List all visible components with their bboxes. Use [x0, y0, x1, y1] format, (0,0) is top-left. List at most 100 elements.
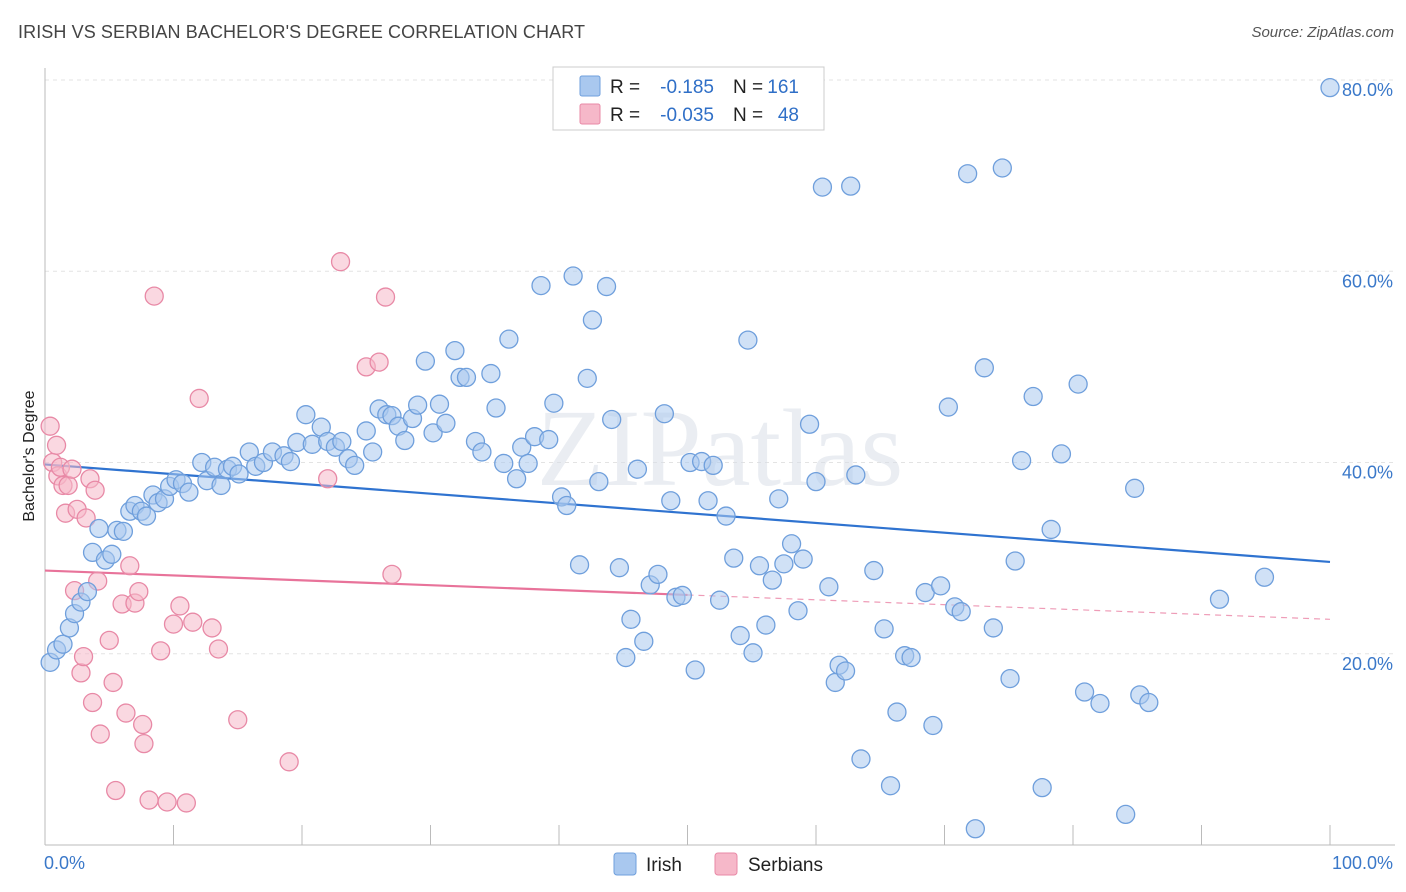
legend-r-label: R = [610, 105, 640, 126]
irish-point [1320, 78, 1340, 98]
serbians-point [106, 780, 126, 801]
irish-point [730, 625, 750, 646]
serbians-point [183, 612, 203, 632]
serbians-point [176, 793, 197, 813]
irish-point [634, 631, 654, 651]
serbians-point [82, 692, 103, 713]
irish-point [77, 581, 98, 602]
irish-point [229, 464, 249, 484]
irish-point [445, 340, 465, 361]
irish-point [938, 397, 959, 417]
y-tick-labels: 20.0% 40.0% 60.0% 80.0% [1342, 80, 1393, 674]
irish-point [211, 475, 231, 496]
serbians-point [134, 733, 154, 754]
serbians-point [120, 556, 140, 576]
legend-swatch-serbians [714, 852, 738, 876]
irish-point [456, 367, 477, 388]
irish-point [974, 358, 994, 378]
irish-point [102, 544, 122, 564]
irish-point [738, 330, 758, 350]
irish-point [769, 489, 789, 509]
irish-point [539, 429, 559, 450]
irish-point [951, 602, 971, 622]
serbians-point [369, 352, 389, 372]
legend-r-value: -0.185 [660, 77, 714, 98]
legend-n-value: 161 [767, 77, 799, 98]
source-label: Source: ZipAtlas.com [1251, 24, 1394, 41]
irish-point [332, 431, 352, 452]
irish-point [345, 455, 365, 476]
irish-point [709, 590, 730, 610]
irish-point [499, 329, 519, 349]
irish-point [531, 275, 551, 296]
irish-point [1254, 567, 1275, 587]
serbians-point [163, 614, 184, 634]
serbians-point [62, 459, 82, 479]
irish-point [661, 491, 681, 511]
irish-point [582, 310, 603, 330]
irish-point [983, 618, 1003, 638]
axes [44, 68, 1395, 846]
irish-point [89, 518, 109, 539]
serbians-point [318, 469, 338, 489]
irish-point [685, 660, 705, 680]
irish-point [407, 395, 428, 415]
irish-point [356, 421, 376, 441]
legend-r-value: -0.035 [660, 105, 714, 126]
serbians-point [150, 641, 171, 661]
serbians-point [139, 790, 159, 810]
irish-point [423, 423, 443, 443]
irish-point [774, 554, 794, 574]
irish-point [280, 451, 301, 472]
irish-point [557, 495, 577, 516]
irish-point [648, 564, 668, 585]
legend-n-value: 48 [778, 105, 799, 126]
irish-point [806, 471, 826, 492]
irish-point [506, 469, 527, 489]
serbians-point [144, 286, 164, 306]
irish-point [136, 506, 157, 526]
irish-point [1000, 668, 1020, 689]
irish-point [1116, 804, 1136, 825]
irish-point [486, 398, 506, 418]
irish-point [518, 453, 538, 474]
irish-point [835, 661, 856, 681]
chart-title: IRISH VS SERBIAN BACHELOR'S DEGREE CORRE… [18, 22, 586, 42]
serbians-trend-line-extension [687, 594, 1331, 620]
irish-point [602, 409, 622, 430]
trend-lines [44, 463, 1331, 620]
irish-point [179, 482, 199, 502]
irish-point [1139, 692, 1159, 713]
irish-point [544, 393, 564, 413]
irish-point [563, 266, 583, 286]
y-tick-label: 20.0% [1342, 654, 1393, 674]
irish-point [589, 471, 609, 492]
serbians-point [71, 663, 91, 683]
irish-point [296, 405, 316, 425]
irish-point [436, 413, 456, 433]
legend-n-label: N = [733, 105, 763, 126]
y-axis-label: Bachelor's Degree [21, 390, 38, 521]
serbians-point [116, 703, 136, 723]
irish-point [887, 702, 907, 722]
irish-point [819, 577, 839, 597]
serbians-point [228, 710, 248, 730]
irish-point [781, 534, 802, 554]
serbians-point [189, 388, 209, 409]
serbians-point [46, 435, 67, 455]
serbians-trend-line [44, 569, 688, 597]
legend-swatch-irish [579, 75, 601, 97]
irish-point [395, 430, 415, 451]
irish-point [1090, 693, 1110, 714]
grid [45, 79, 1395, 655]
irish-point [1125, 478, 1145, 498]
irish-point [743, 643, 763, 663]
serbians-point [133, 714, 153, 735]
legend-label-serbians: Serbians [748, 855, 823, 876]
stats-legend: R = -0.185 N = 161 R = -0.035 N = 48 [552, 66, 825, 131]
irish-point [851, 749, 871, 769]
serbians-point [382, 564, 402, 585]
y-tick-label: 40.0% [1342, 463, 1393, 483]
serbians-point [279, 752, 299, 772]
